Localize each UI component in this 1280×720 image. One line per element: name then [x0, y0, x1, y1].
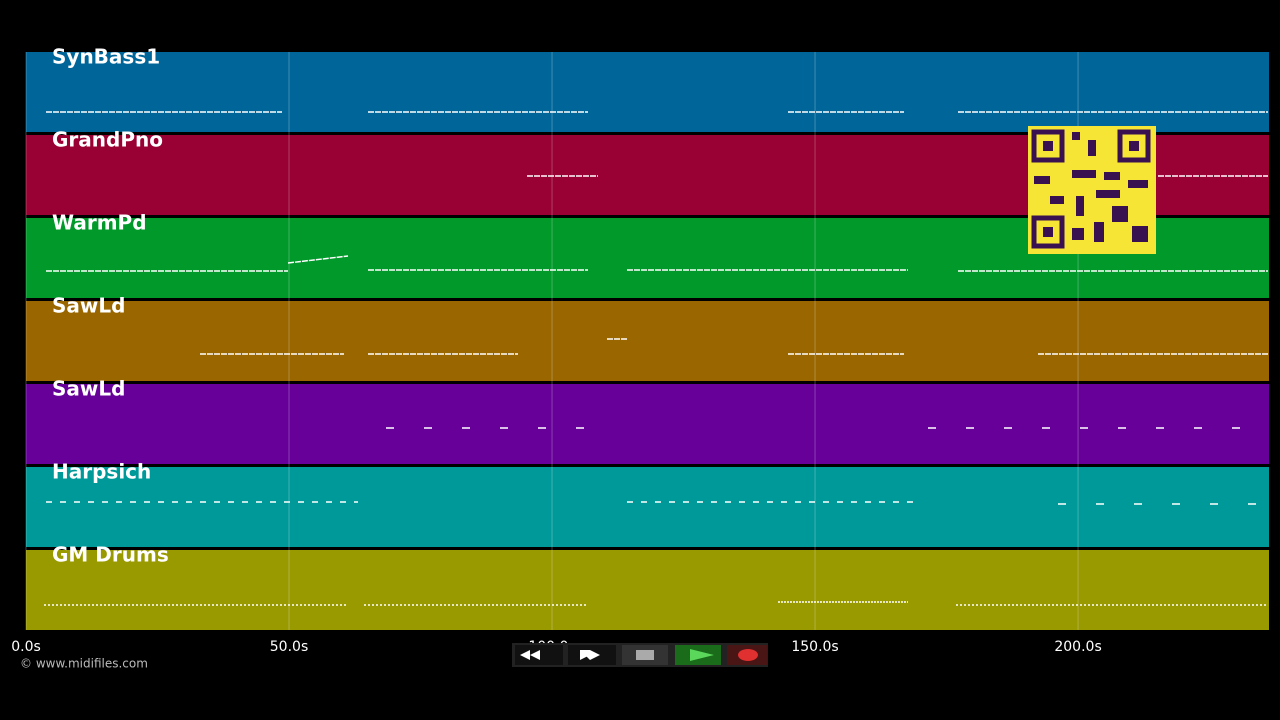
record-button[interactable] [727, 645, 767, 665]
track-name: WarmPd [52, 211, 147, 235]
qr-dot [1043, 141, 1053, 151]
track-name: GM Drums [52, 543, 169, 567]
track-name: SynBass1 [52, 45, 160, 69]
copyright: © www.midifiles.com [20, 657, 148, 671]
notes [44, 111, 1268, 606]
forward-button[interactable] [568, 645, 616, 665]
qr-modules [1034, 132, 1148, 242]
rewind-icon [520, 650, 540, 660]
track-name: Harpsich [52, 460, 151, 484]
qr-finder [1031, 129, 1065, 163]
play-icon [690, 649, 714, 661]
track-name: SawLd [52, 377, 125, 401]
tick-label: 50.0s [270, 639, 308, 655]
tick-label: 150.0s [791, 639, 838, 655]
note [287, 255, 349, 264]
forward-icon [580, 650, 600, 660]
qr-code [1028, 126, 1156, 254]
track-lane [26, 384, 1269, 464]
stop-button[interactable] [622, 645, 668, 665]
rewind-button[interactable] [515, 645, 563, 665]
track-name: GrandPno [52, 128, 163, 152]
stop-icon [636, 650, 654, 660]
qr-dot [1043, 227, 1053, 237]
track-lane [26, 467, 1269, 547]
track-lane [26, 301, 1269, 381]
track-lane [26, 550, 1269, 630]
tick-label: 0.0s [11, 639, 41, 655]
play-button[interactable] [675, 645, 721, 665]
qr-finder [1031, 215, 1065, 249]
track-lane [26, 52, 1269, 132]
transport-controls [512, 643, 768, 667]
tick-label: 200.0s [1054, 639, 1101, 655]
qr-finder [1117, 129, 1151, 163]
track-name: SawLd [52, 294, 125, 318]
qr-dot [1129, 141, 1139, 151]
record-icon [738, 649, 758, 661]
